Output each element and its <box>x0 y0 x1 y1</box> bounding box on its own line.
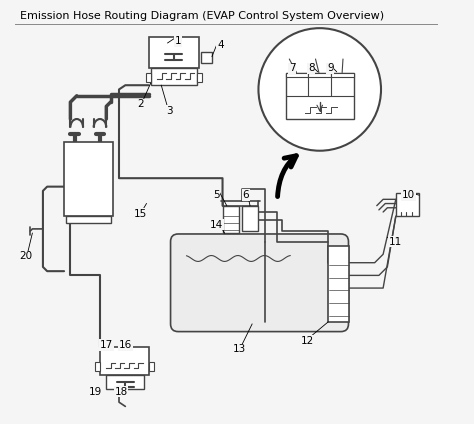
Bar <box>242 206 258 231</box>
Text: 18: 18 <box>115 387 128 396</box>
Bar <box>106 375 145 390</box>
Text: 12: 12 <box>301 336 314 346</box>
Text: 9: 9 <box>327 63 334 73</box>
Bar <box>308 73 331 77</box>
FancyBboxPatch shape <box>171 234 348 332</box>
Bar <box>201 52 212 63</box>
Bar <box>148 36 199 68</box>
Bar <box>222 206 239 233</box>
Bar <box>331 73 354 77</box>
Text: Emission Hose Routing Diagram (EVAP Control System Overview): Emission Hose Routing Diagram (EVAP Cont… <box>20 11 384 21</box>
Text: 1: 1 <box>175 36 182 46</box>
Text: 11: 11 <box>389 237 402 247</box>
Bar <box>95 362 100 371</box>
Text: 14: 14 <box>210 220 223 230</box>
Text: 8: 8 <box>308 63 315 73</box>
Text: 15: 15 <box>134 209 147 219</box>
Bar <box>66 216 110 223</box>
Bar <box>148 362 154 371</box>
Text: 7: 7 <box>289 63 296 73</box>
Text: 2: 2 <box>137 99 144 109</box>
Bar <box>146 73 151 82</box>
Circle shape <box>258 28 381 151</box>
Text: 3: 3 <box>166 106 173 116</box>
Bar <box>286 73 354 119</box>
Text: 10: 10 <box>402 190 415 200</box>
Text: 17: 17 <box>100 340 113 350</box>
Bar <box>64 142 113 216</box>
Text: 4: 4 <box>217 40 224 50</box>
Text: 5: 5 <box>213 190 219 200</box>
Bar <box>286 73 308 77</box>
Bar <box>197 73 202 82</box>
Bar <box>100 347 148 375</box>
Bar <box>396 193 419 216</box>
Text: 20: 20 <box>19 251 33 261</box>
Text: 13: 13 <box>233 344 246 354</box>
Text: 6: 6 <box>243 190 249 200</box>
Bar <box>328 246 349 322</box>
Text: 19: 19 <box>89 387 102 396</box>
Text: 16: 16 <box>118 340 132 350</box>
Bar <box>151 68 197 85</box>
